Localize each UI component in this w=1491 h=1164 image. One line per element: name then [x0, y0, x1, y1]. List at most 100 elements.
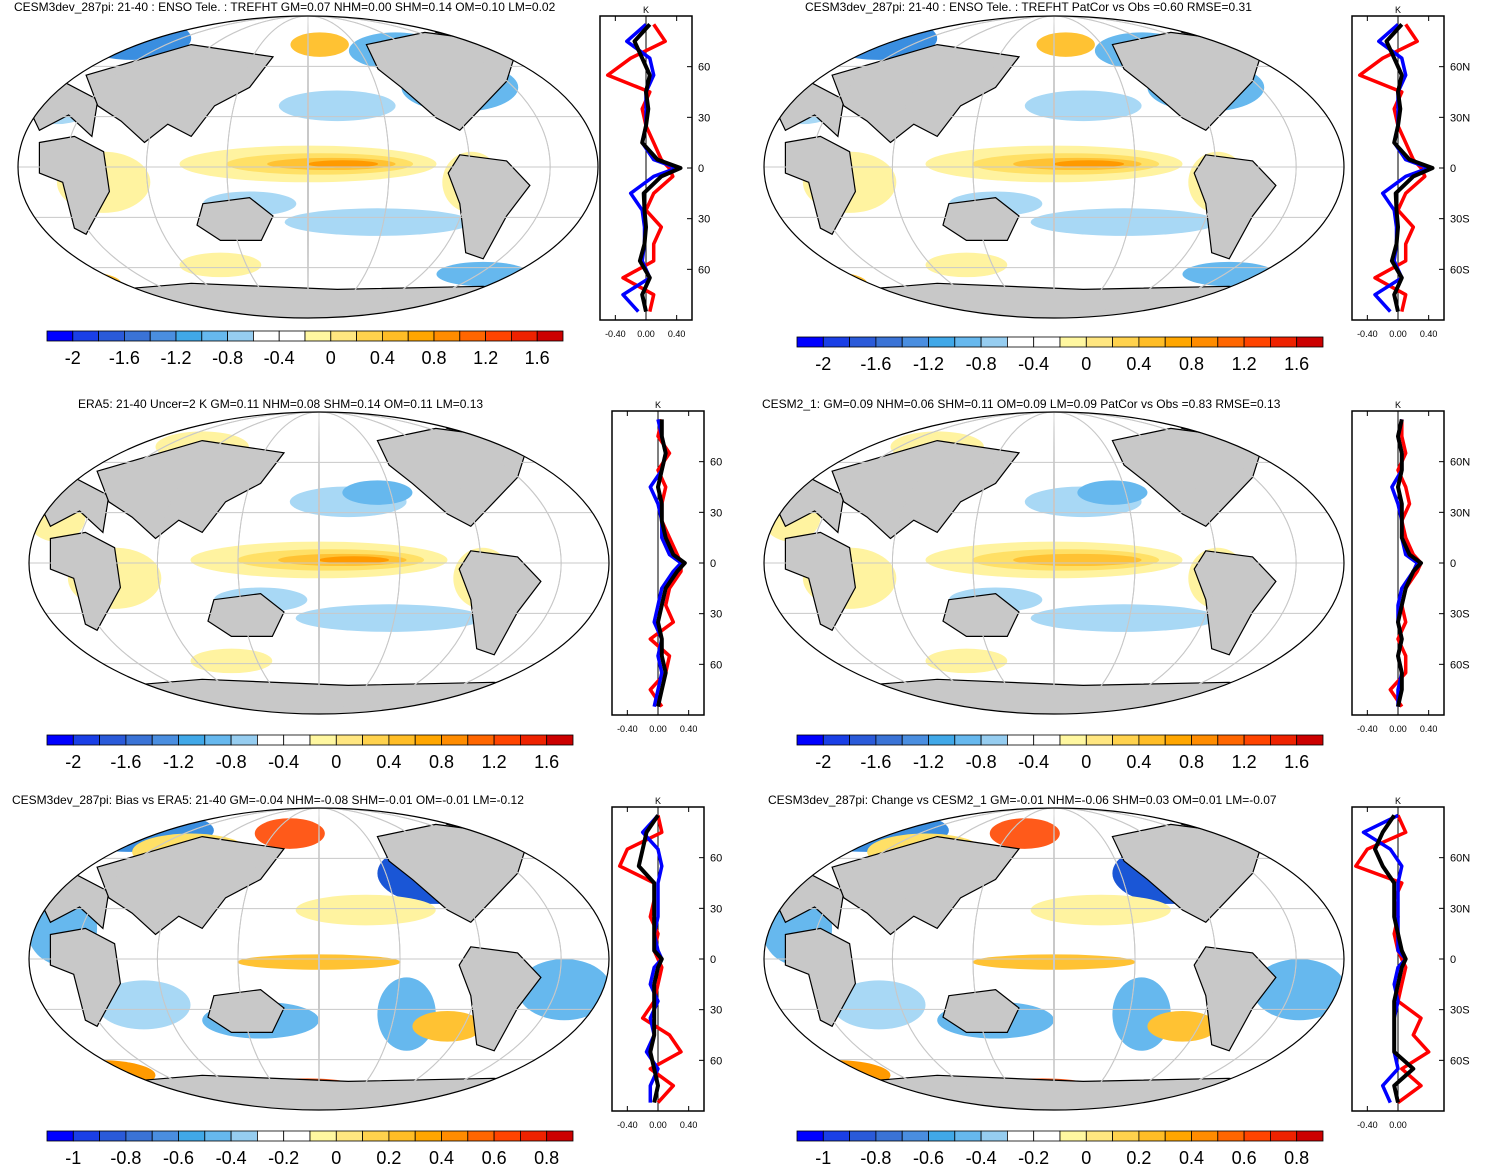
colorbar-swatch: [1006, 336, 1035, 348]
zonal-line-model: [1373, 814, 1416, 1104]
zonal-plot-p1: K 60N 30N 0 30S 60S -0.40 0.00 0.40: [599, 5, 710, 339]
zonal-ytick-label: 0: [698, 163, 704, 175]
colorbar-swatch: [546, 1130, 574, 1142]
arctic-cool-core: [785, 812, 856, 837]
zonal-line-model: [1384, 23, 1435, 313]
colorbar-label: 0.2: [1126, 1148, 1151, 1164]
colorbar-swatch: [414, 734, 442, 746]
zonal-ytick-label: 60S: [710, 1055, 722, 1067]
colorbar-swatch: [510, 330, 538, 342]
bering-warm: [290, 32, 349, 57]
bering-warm: [254, 818, 325, 849]
colorbar-label: -0.8: [966, 752, 997, 772]
colorbar-swatch: [125, 734, 153, 746]
zonal-xtick-label: 0.00: [1389, 1120, 1407, 1130]
colorbar-label: -0.2: [1018, 1148, 1049, 1164]
colorbar-swatch: [433, 330, 461, 342]
colorbar-swatch: [459, 330, 486, 342]
colorbar-swatch: [283, 734, 311, 746]
colorbar-swatch: [1059, 734, 1087, 746]
graticule: [18, 16, 598, 318]
colorbar-swatch: [1296, 734, 1324, 746]
zonal-ytick-label: 60N: [1450, 853, 1470, 865]
colorbar-swatch: [256, 734, 285, 746]
colorbar-swatch: [125, 1130, 153, 1142]
colorbar-swatch: [1243, 336, 1271, 348]
zonal-line-obs: [1354, 814, 1431, 1105]
map-p5: [28, 807, 610, 1111]
colorbar-swatch: [519, 734, 548, 746]
zonal-xtick-label: 0.00: [1389, 329, 1407, 339]
graticule: [764, 412, 1344, 714]
colorbar-swatch: [1217, 734, 1245, 746]
south-pacific-cool: [295, 604, 483, 632]
colorbar-swatch: [1085, 1130, 1113, 1142]
colorbar-swatch: [99, 1130, 127, 1142]
arctic-cool: [86, 20, 157, 45]
colorbar-swatch: [1085, 734, 1113, 746]
colorbar-label: -1.2: [913, 752, 944, 772]
zonal-ytick-label: 30N: [710, 507, 722, 519]
east-cool: [517, 959, 609, 1021]
arctic-cool: [832, 20, 903, 45]
colorbar-swatch: [335, 734, 363, 746]
colorbar-swatch: [1164, 1130, 1192, 1142]
colorbar-label: 1.6: [534, 752, 559, 772]
graticule: [764, 16, 1344, 318]
colorbar-swatch: [256, 1130, 285, 1142]
zonal-ytick-label: 30N: [710, 903, 722, 915]
colorbar-swatch: [796, 734, 824, 746]
north-pacific-cool: [1077, 480, 1148, 505]
panel-title-p5: CESM3dev_287pi: Bias vs ERA5: 21-40 GM=-…: [12, 793, 524, 807]
east-cool: [1252, 959, 1344, 1021]
colorbar-swatch: [1269, 336, 1298, 348]
colorbar-label: 0.4: [1126, 752, 1151, 772]
antarctic-cool: [436, 261, 530, 287]
zonal-unit-label: K: [655, 796, 661, 806]
colorbar-p2: -2-1.6-1.2-0.8-0.400.40.81.21.62: [796, 336, 1324, 374]
australia-landmass: [207, 988, 285, 1033]
colorbar-swatch: [151, 1130, 179, 1142]
colorbar-swatch: [252, 330, 280, 342]
colorbar-swatch: [901, 734, 929, 746]
colorbar-swatch: [1006, 734, 1035, 746]
africa-landmass: [784, 927, 857, 1028]
colorbar-swatch: [178, 1130, 206, 1142]
zonal-ytick-label: 0: [710, 954, 716, 966]
colorbar-label: -0.8: [966, 354, 997, 374]
colorbar-swatch: [1217, 336, 1245, 348]
zonal-ytick-label: 30N: [1450, 903, 1470, 915]
colorbar-swatch: [46, 734, 74, 746]
australia-landmass: [942, 988, 1020, 1033]
colorbar-p3: -2-1.6-1.2-0.8-0.400.40.81.21.62: [46, 734, 574, 772]
colorbar-swatch: [875, 1130, 903, 1142]
zonal-unit-label: K: [655, 400, 661, 410]
zonal-ytick-label: 0: [710, 558, 716, 570]
colorbar-swatch: [901, 1130, 929, 1142]
zonal-line-obs: [605, 23, 675, 312]
north-pacific-cool: [342, 480, 413, 505]
zonal-unit-label: K: [1395, 796, 1401, 806]
colorbar-p6: -1-0.8-0.6-0.4-0.200.20.40.60.81: [796, 1130, 1324, 1164]
indian-cool: [832, 980, 926, 1030]
colorbar-label: -1.2: [913, 354, 944, 374]
map-p4: [763, 411, 1345, 715]
north-pacific-warm: [1030, 894, 1171, 926]
colorbar-label: -2: [65, 752, 81, 772]
colorbar-label: 0.4: [370, 348, 395, 368]
colorbar-swatch: [1191, 734, 1219, 746]
panel-title-p1: CESM3dev_287pi: 21-40 : ENSO Tele. : TRE…: [14, 0, 556, 14]
colorbar-swatch: [1138, 1130, 1166, 1142]
zonal-xtick-label: 0.00: [637, 329, 655, 339]
zonal-plot-p3: K 60N 30N 0 30S 60S -0.40 0.00 0.40: [611, 400, 722, 734]
colorbar-label: 0: [326, 348, 336, 368]
south-atlantic-warm: [1147, 1011, 1218, 1042]
south-pacific-cool: [284, 208, 472, 236]
colorbar-swatch: [822, 734, 850, 746]
asia-landmass: [831, 43, 1021, 144]
zonal-ytick-label: 60N: [1450, 62, 1470, 74]
zonal-ytick-label: 60S: [698, 264, 710, 276]
zonal-ytick-label: 60N: [710, 457, 722, 469]
colorbar-label: -0.8: [110, 1148, 141, 1164]
colorbar-swatch: [954, 1130, 982, 1142]
